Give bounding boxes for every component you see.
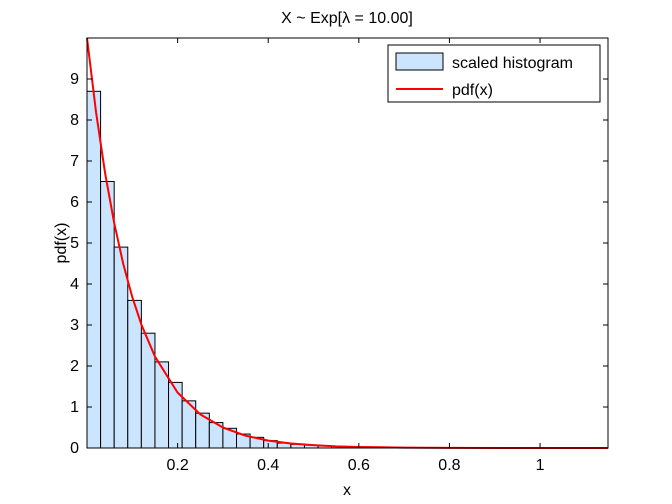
histogram-bar <box>100 181 115 449</box>
plot-area <box>87 38 608 448</box>
x-tick-label: 1 <box>536 457 545 474</box>
y-tick-label: 8 <box>70 112 79 129</box>
chart-title: X ~ Exp[λ = 10.00] <box>281 10 413 27</box>
y-tick-label: 3 <box>70 317 79 334</box>
legend: scaled histogram pdf(x) <box>387 44 601 103</box>
legend-swatch-histogram <box>395 52 444 71</box>
histogram-bar <box>127 299 142 449</box>
y-tick-label: 6 <box>70 194 79 211</box>
histogram-bar <box>86 90 102 449</box>
y-tick-label: 7 <box>70 153 79 170</box>
x-tick-label: 0.6 <box>348 457 370 474</box>
y-axis-label: pdf(x) <box>53 223 70 264</box>
x-tick-label: 0.2 <box>166 457 188 474</box>
histogram-bars <box>86 90 414 449</box>
y-axis-ticks: 0 1 2 3 4 5 6 7 8 9 <box>70 71 608 457</box>
legend-label-pdf: pdf(x) <box>452 82 493 99</box>
y-tick-label: 9 <box>70 71 79 88</box>
x-axis-label: x <box>343 482 351 499</box>
histogram-bar <box>168 381 183 449</box>
y-tick-label: 5 <box>70 235 79 252</box>
legend-label-histogram: scaled histogram <box>452 55 573 72</box>
y-tick-label: 1 <box>70 399 79 416</box>
y-tick-label: 0 <box>70 440 79 457</box>
x-tick-label: 0.8 <box>438 457 460 474</box>
y-tick-label: 4 <box>70 276 79 293</box>
histogram-bar <box>113 246 129 449</box>
x-axis-ticks: 0.2 0.4 0.6 0.8 1 <box>166 38 545 474</box>
x-tick-label: 0.4 <box>257 457 279 474</box>
y-tick-label: 2 <box>70 358 79 375</box>
